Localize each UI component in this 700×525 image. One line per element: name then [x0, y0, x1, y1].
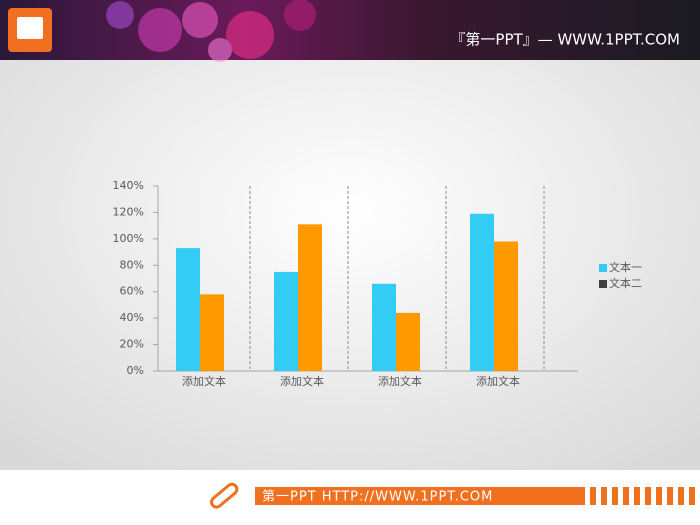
logo-icon — [17, 17, 43, 39]
bokeh — [106, 0, 316, 62]
chart: 0% 20% 40% 60% 80% 100% 120% 140% 添加文本 添加文本 添加文本 添加… — [113, 179, 642, 388]
y-tick-label: 80% — [120, 258, 144, 271]
x-tick-label: 添加文本 — [378, 374, 422, 388]
x-tick-label: 添加文本 — [182, 374, 226, 388]
legend-label: 文本二 — [609, 276, 642, 290]
footer-text: 第一PPT HTTP://WWW.1PPT.COM — [262, 490, 493, 505]
legend-swatch — [599, 280, 607, 288]
footer-stripes — [590, 487, 695, 505]
y-tick-label: 40% — [120, 311, 144, 324]
bar — [470, 213, 494, 371]
y-tick-label: 0% — [127, 364, 144, 377]
legend-label: 文本一 — [609, 260, 642, 274]
bar — [176, 248, 200, 371]
bar — [372, 283, 396, 371]
bar — [274, 271, 298, 371]
x-tick-label: 添加文本 — [476, 374, 520, 388]
x-tick-label: 添加文本 — [280, 374, 324, 388]
bar — [200, 294, 224, 371]
footer-bar — [255, 487, 585, 505]
header-title: 『第一PPT』— WWW.1PPT.COM — [450, 31, 680, 49]
y-tick-label: 60% — [120, 285, 144, 298]
bar — [298, 224, 322, 371]
bar — [396, 312, 420, 371]
y-tick-label: 120% — [113, 205, 144, 218]
pencil-icon — [210, 482, 239, 509]
legend-swatch — [599, 264, 607, 272]
y-tick-label: 140% — [113, 179, 144, 192]
bar — [494, 241, 518, 371]
y-tick-label: 20% — [120, 338, 144, 351]
y-tick-label: 100% — [113, 232, 144, 245]
background — [0, 0, 700, 470]
